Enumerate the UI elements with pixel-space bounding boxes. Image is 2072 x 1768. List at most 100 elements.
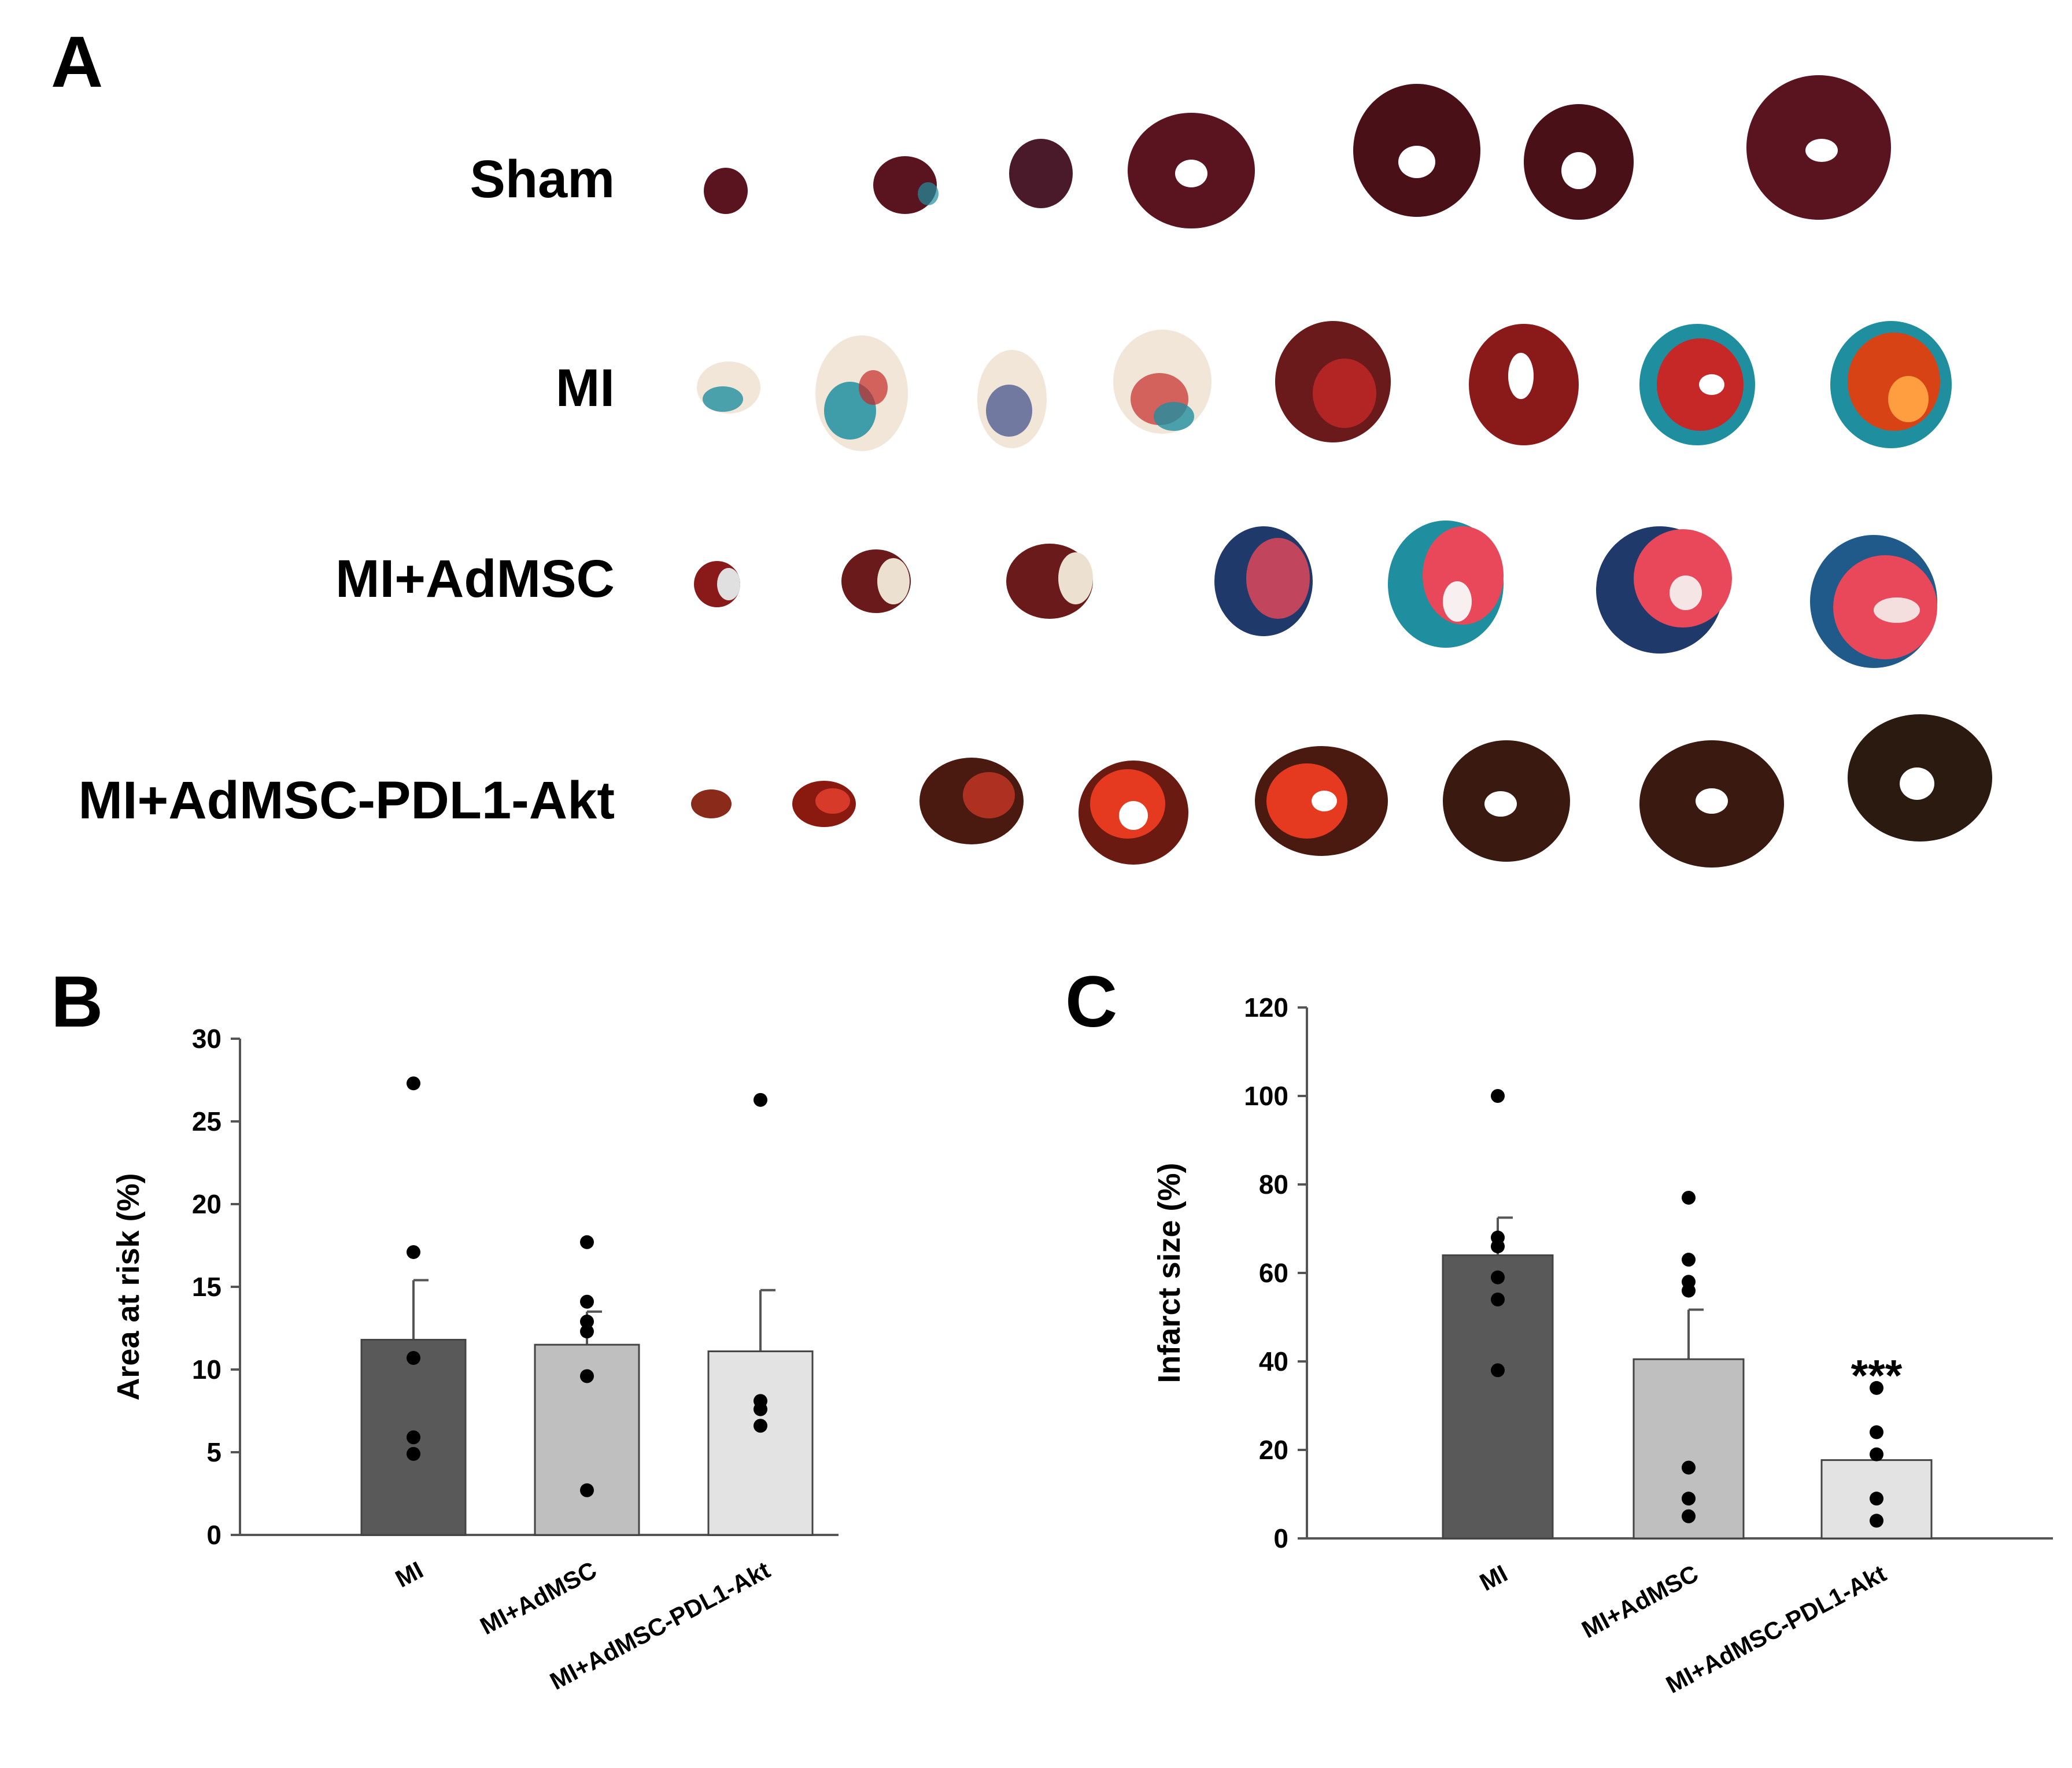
data-point [580,1324,594,1339]
heart-slice-stain [1246,538,1310,619]
y-tick-label: 60 [1259,1258,1288,1288]
data-point [1682,1460,1696,1475]
y-tick-label: 15 [192,1272,221,1302]
y-tick-label: 20 [192,1189,221,1219]
heart-slice-stain [986,385,1032,437]
heart-slice-lumen [1561,152,1596,189]
heart-slice-lumen [1508,353,1534,399]
heart-slice-stain [1423,526,1504,625]
y-axis-label: Infarct size (%) [1152,1162,1187,1383]
heart-slice-lumen [1398,146,1435,178]
slice-row-mi-admsc [694,521,1937,668]
heart-slice [691,789,732,818]
x-tick-label: MI [391,1556,427,1592]
heart-slice-stain [1848,333,1940,431]
y-tick-label: 25 [192,1106,221,1136]
heart-slice-lumen [1312,791,1337,811]
y-tick-label: 40 [1259,1346,1288,1376]
row-label-sham: Sham [470,150,615,209]
data-point [407,1446,420,1461]
x-tick-label: MI+AdMSC [475,1556,601,1640]
data-point [1870,1425,1883,1440]
data-point [1682,1190,1696,1205]
heart-slice-stain [1266,763,1347,839]
heart-slice [918,182,939,205]
data-point [1491,1089,1505,1103]
y-tick-label: 5 [206,1437,221,1467]
y-tick-label: 0 [1273,1523,1288,1553]
data-point [1870,1381,1883,1395]
heart-slice-lumen [1699,374,1724,395]
heart-slice-stain [963,772,1015,818]
data-point [407,1076,420,1091]
heart-slice-lumen [1443,581,1472,622]
data-point [1682,1283,1696,1298]
panel-label-c: C [1065,962,1118,1042]
data-point [580,1235,594,1249]
data-point [1491,1270,1505,1285]
data-point [580,1483,594,1497]
slice-row-mi-admsc-pdl1-akt [691,714,1992,868]
y-tick-label: 20 [1259,1435,1288,1465]
data-point [580,1294,594,1309]
data-point [407,1430,420,1445]
heart-slice [1009,139,1073,208]
heart-slice-stain [717,568,740,600]
row-label-mi-admsc-pdl1-akt: MI+AdMSC-PDL1-Akt [78,771,615,830]
heart-slice-lumen [1484,791,1517,817]
heart-slice-stain [815,788,850,814]
data-point [1870,1492,1883,1506]
heart-slice-lumen [1874,597,1920,623]
y-tick-label: 30 [192,1024,221,1054]
heart-slice [704,168,748,214]
y-tick-label: 0 [206,1520,221,1550]
data-point [407,1245,420,1259]
heart-slice-stain [1313,359,1376,428]
row-label-mi: MI [555,359,615,418]
heart-slice-stain [703,386,743,412]
data-point [1682,1492,1696,1506]
slice-row-mi [697,321,1952,451]
heart-slice-lumen [1900,767,1934,800]
x-tick-label: MI [1475,1559,1512,1596]
data-point [754,1402,767,1416]
heart-slice-lumen [1696,788,1728,814]
bar [1633,1358,1745,1540]
data-point [1491,1292,1505,1306]
heart-slice-lumen [1119,801,1148,830]
heart-slice-stain [1154,402,1194,431]
heart-slice-stain [1888,376,1929,422]
data-point [580,1369,594,1383]
y-tick-label: 80 [1259,1169,1288,1199]
y-tick-label: 120 [1244,992,1288,1023]
x-tick-label: MI+AdMSC [1577,1559,1702,1643]
significance-label: *** [1851,1352,1903,1401]
data-point [1870,1514,1883,1528]
y-axis-label: Area at risk (%) [111,1173,146,1400]
y-tick-label: 100 [1244,1081,1288,1111]
row-label-mi-admsc: MI+AdMSC [335,549,615,608]
data-point [754,1419,767,1433]
data-point [1491,1239,1505,1254]
heart-slice-stain [859,370,888,405]
panel-label-a: A [51,22,104,102]
data-point [1682,1509,1696,1523]
data-point [407,1350,420,1365]
data-point [1491,1363,1505,1378]
data-point [1682,1253,1696,1267]
heart-slice-stain [877,558,910,604]
data-point [1870,1447,1883,1461]
y-tick-label: 10 [192,1354,221,1385]
slice-row-sham [704,75,1891,228]
data-point [754,1092,767,1107]
chart-infarct-size: 0 20 40 60 80 100 120 Infarct size (%) MI MI+AdMS… [1152,992,2053,1699]
heart-slice-lumen [1670,575,1702,610]
heart-slice-lumen [1805,139,1838,162]
heart-slice-stain [1058,552,1093,604]
data-point [580,1315,594,1329]
heart-slice-lumen [1175,160,1207,187]
bar [707,1350,814,1536]
heart-slice-photos [691,75,1992,868]
panel-label-b: B [51,962,104,1042]
